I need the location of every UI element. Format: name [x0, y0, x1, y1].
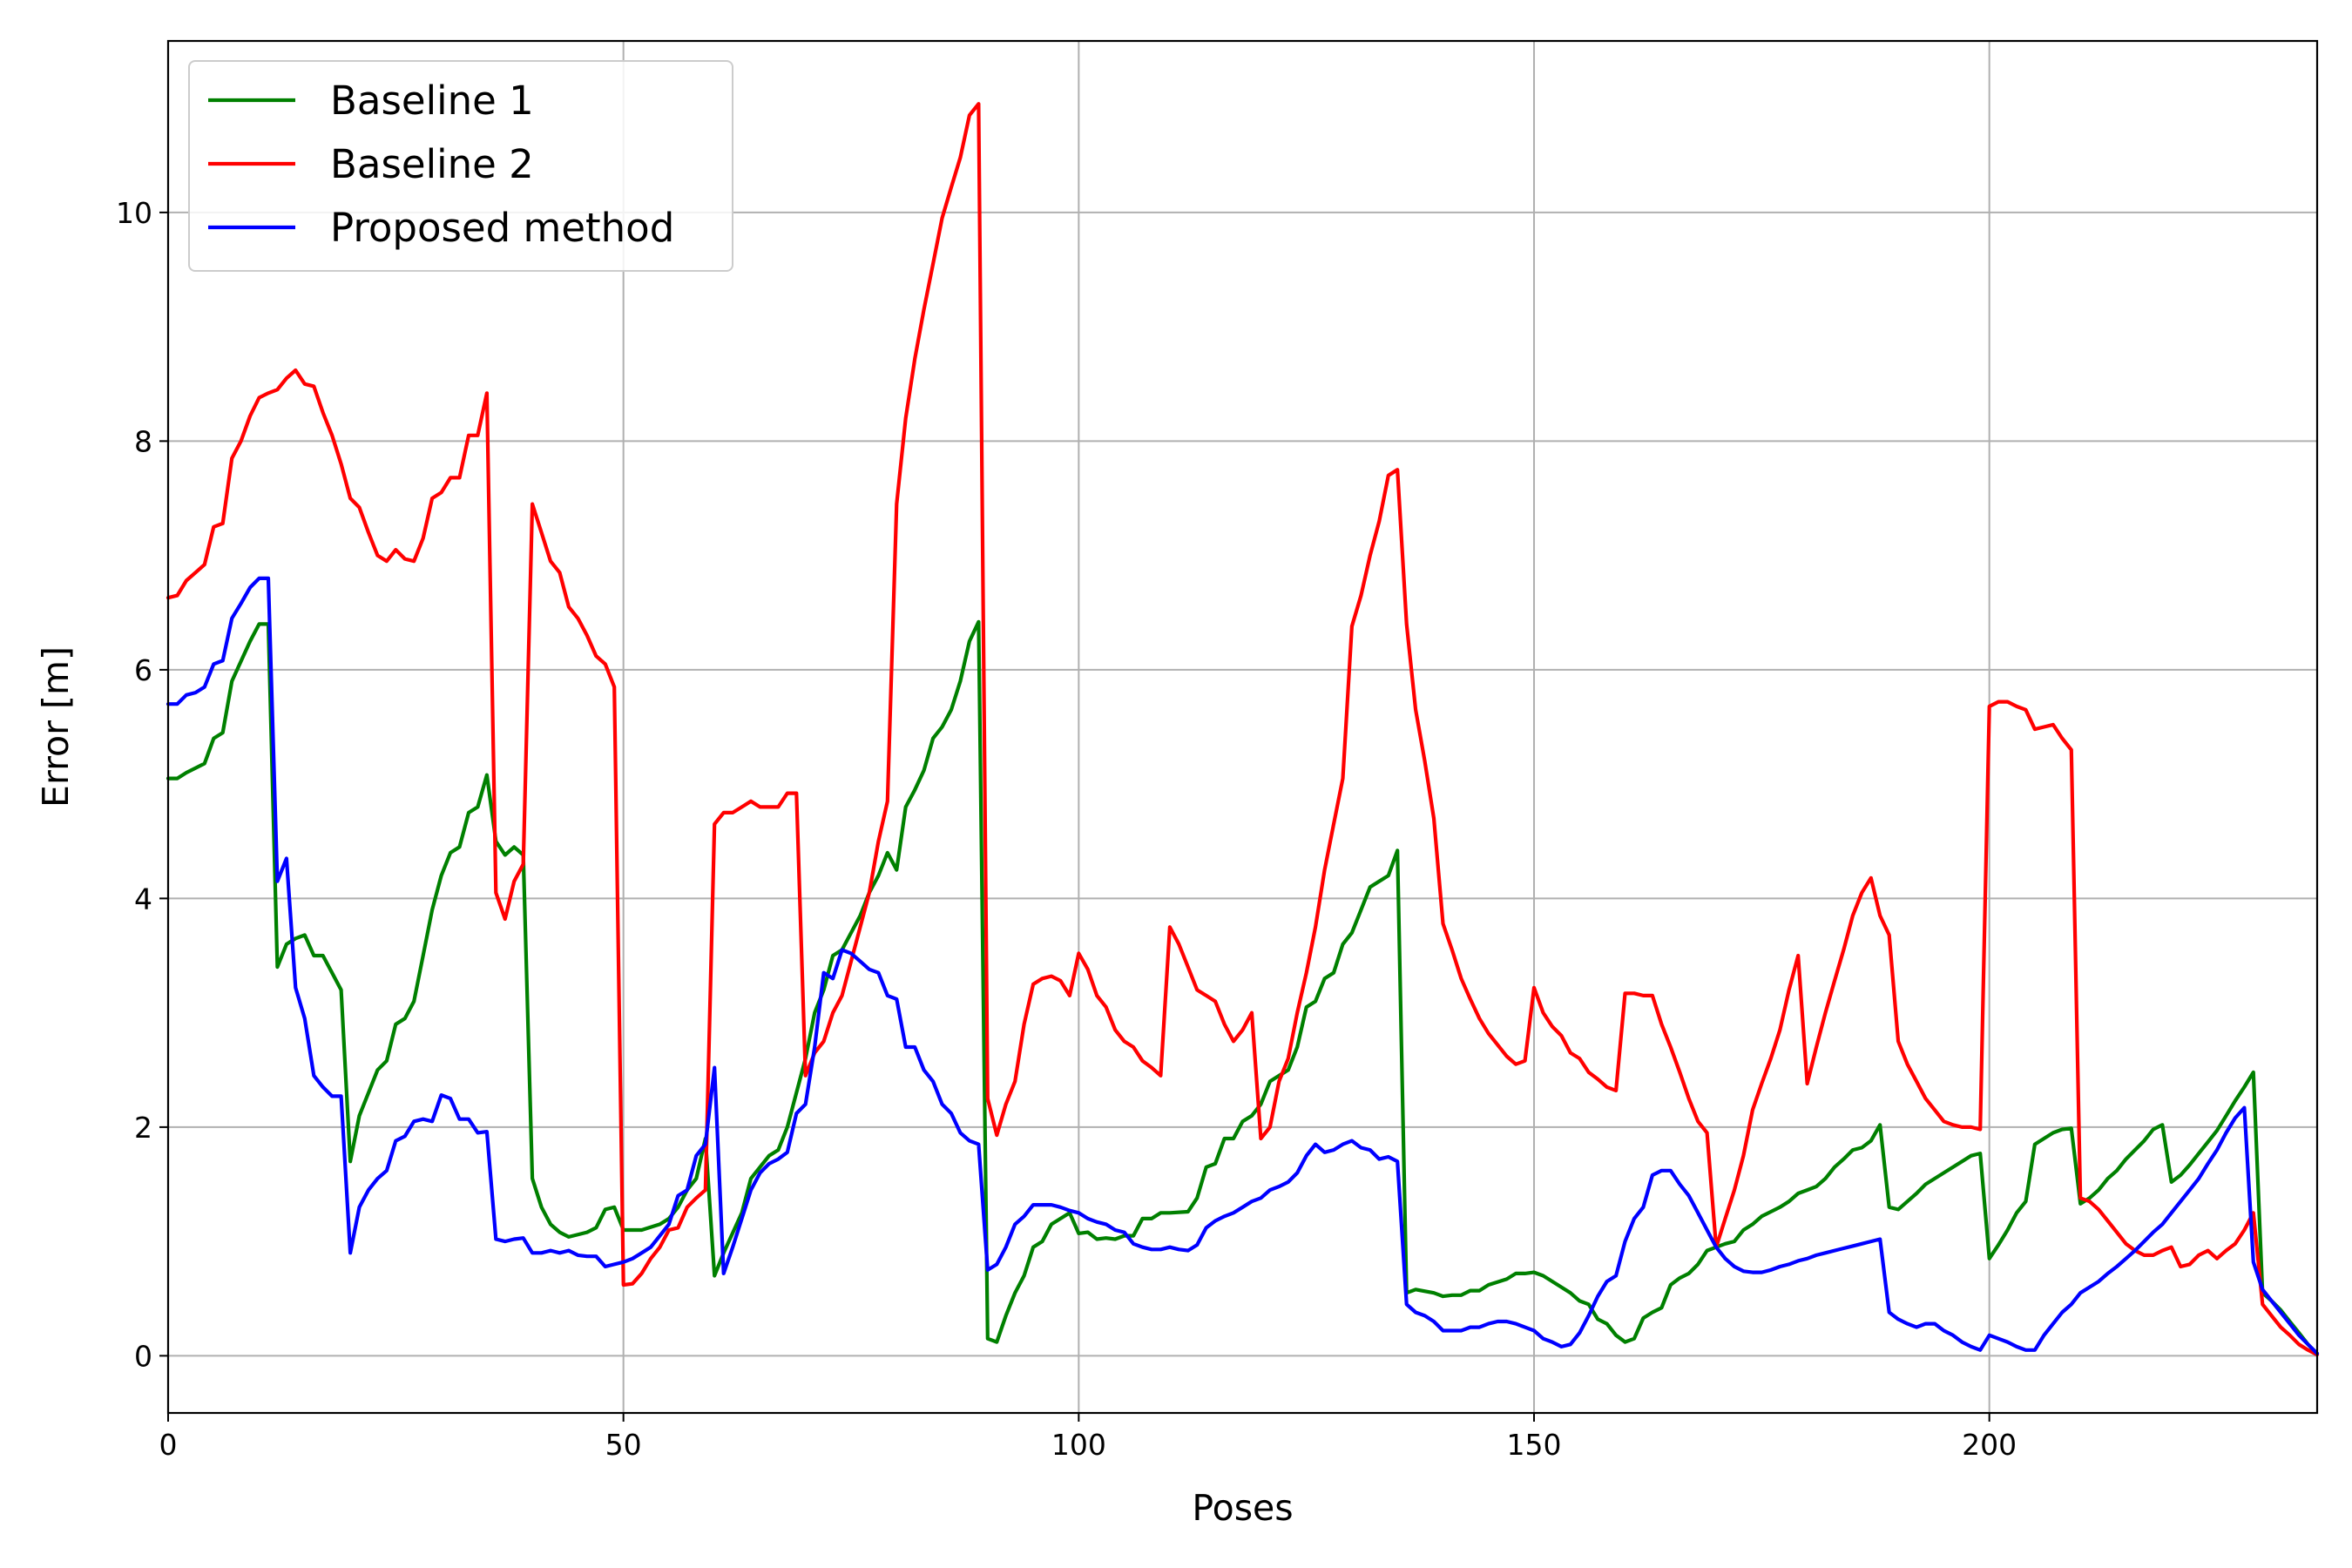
legend-box: [188, 60, 733, 272]
series-line: [166, 576, 2320, 1355]
legend: Baseline 1 Baseline 2 Proposed method: [188, 60, 733, 272]
y-axis-label: Error [m]: [35, 646, 77, 808]
series-lines: [166, 102, 2320, 1357]
legend-label: Baseline 2: [330, 141, 534, 187]
series-line: [166, 619, 2320, 1355]
x-axis-label: Poses: [1192, 1487, 1293, 1529]
x-tick-label: 100: [1051, 1428, 1106, 1462]
y-tick-label: 2: [134, 1111, 152, 1145]
x-tick-label: 150: [1507, 1428, 1562, 1462]
plot-area-frame: [166, 39, 2319, 1415]
y-tick-label: 4: [134, 882, 152, 916]
series-line: [166, 102, 2320, 1357]
y-tick-label: 10: [116, 196, 152, 230]
x-tick-label: 50: [605, 1428, 642, 1462]
x-tick-label: 200: [1962, 1428, 2017, 1462]
axis-ticks: 0 50 100 150 200 0 2 4 6 8 10: [116, 196, 2017, 1462]
legend-label: Baseline 1: [330, 78, 534, 124]
y-tick-label: 0: [134, 1339, 152, 1373]
legend-label: Proposed method: [330, 205, 674, 251]
y-tick-label: 6: [134, 653, 152, 687]
y-tick-label: 8: [134, 424, 152, 458]
x-tick-label: 0: [159, 1428, 178, 1462]
